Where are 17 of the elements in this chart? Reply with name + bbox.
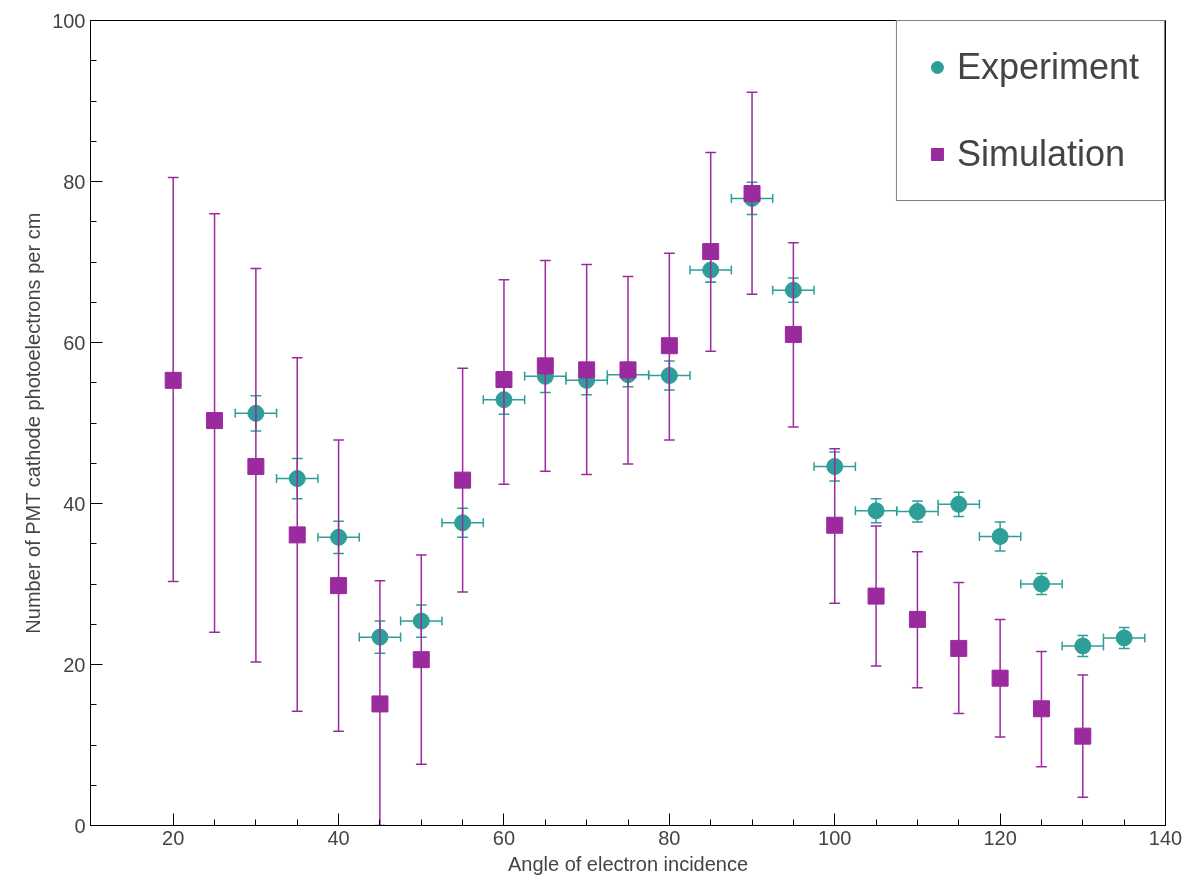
legend-label: Experiment: [956, 46, 1139, 88]
x-tick-label: 140: [1148, 826, 1183, 849]
y-tick-label: 60: [63, 331, 86, 354]
x-axis-title: Angle of electron incidence: [507, 852, 749, 875]
y-tick-label: 80: [63, 170, 86, 193]
y-tick-label: 40: [63, 492, 86, 515]
y-axis-title: Number of PMT cathode photoelectrons per cm: [22, 212, 45, 634]
legend-label: Simulation: [956, 133, 1126, 175]
y-tick-label: 0: [74, 814, 86, 837]
y-tick-label: 20: [63, 653, 86, 676]
x-tick-label: 80: [658, 826, 681, 849]
y-tick-label: 100: [52, 9, 86, 32]
x-tick-label: 100: [818, 826, 852, 849]
x-tick-label: 40: [327, 826, 350, 849]
x-tick-label: 20: [162, 826, 185, 849]
x-tick-label: 60: [492, 826, 516, 849]
x-tick-label: 120: [983, 826, 1017, 849]
